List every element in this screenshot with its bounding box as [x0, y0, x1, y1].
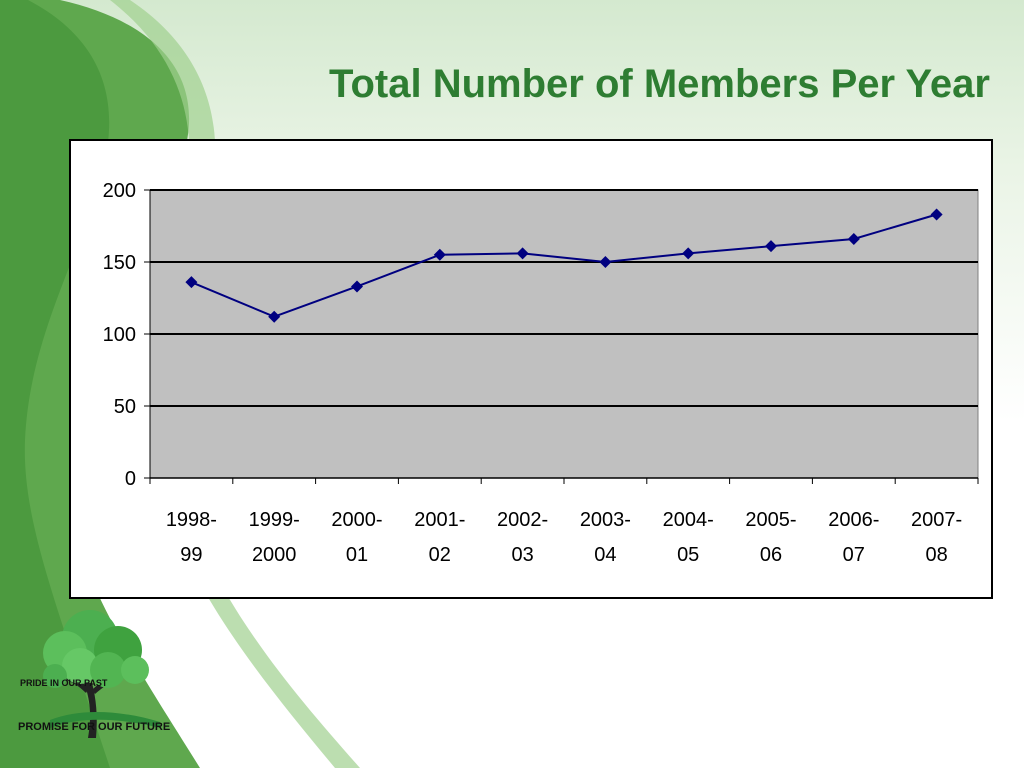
- x-tick-label: 1999-2000: [249, 509, 300, 566]
- y-tick-label: 100: [103, 324, 136, 346]
- data-point-marker: [268, 310, 281, 323]
- y-tick-label: 0: [125, 468, 136, 490]
- logo-tagline-bottom: PROMISE FOR OUR FUTURE: [18, 721, 170, 733]
- data-point-marker: [433, 248, 446, 261]
- y-tick-label: 200: [103, 180, 136, 202]
- logo-tagline-top: PRIDE IN OUR PAST: [20, 678, 108, 688]
- x-tick-label: 1998-99: [166, 509, 217, 566]
- line-chart: 0 50 100 150 200 1998-99 1999-2000 2000-01 2001-…: [103, 180, 979, 566]
- y-tick-label: 150: [103, 252, 136, 274]
- data-point-marker: [682, 247, 695, 260]
- organization-logo: PRIDE IN OUR PAST PROMISE FOR OUR FUTURE: [18, 610, 170, 738]
- data-point-marker: [847, 232, 860, 245]
- series-line: [191, 213, 937, 318]
- data-point-marker: [930, 208, 943, 221]
- data-point-marker: [765, 240, 777, 253]
- tree-icon: [43, 610, 160, 738]
- x-tick-label: 2005-06: [745, 509, 796, 566]
- data-point-marker: [185, 276, 198, 289]
- data-point-marker: [351, 280, 363, 293]
- slide-title: Total Number of Members Per Year: [329, 62, 990, 106]
- x-tick-label: 2001-02: [414, 509, 465, 566]
- data-point-marker: [516, 247, 529, 260]
- chart-container: 0 50 100 150 200 1998-99 1999-2000 2000-01 2001-…: [69, 139, 993, 599]
- x-tick-label: 2004-05: [663, 509, 714, 566]
- x-tick-label: 2007-08: [911, 509, 962, 566]
- x-tick-label: 2006-07: [828, 509, 879, 566]
- y-tick-label: 50: [114, 396, 136, 418]
- data-point-marker: [599, 256, 612, 268]
- x-tick-label: 2003-04: [580, 509, 631, 566]
- x-tick-label: 2000-01: [331, 509, 382, 566]
- x-tick-label: 2002-03: [497, 509, 548, 566]
